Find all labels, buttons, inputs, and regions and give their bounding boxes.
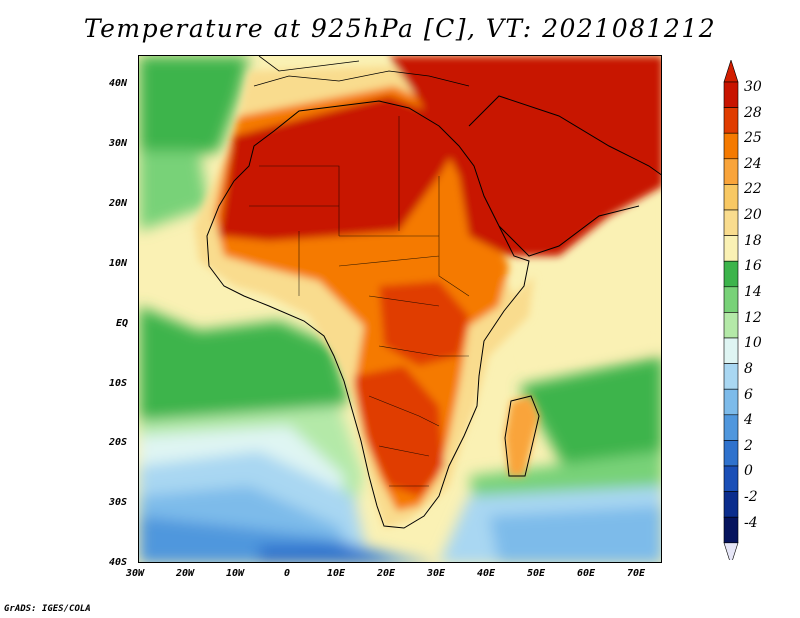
lon-tick-label: 0	[284, 568, 291, 579]
temperature-map	[138, 55, 662, 563]
colorbar-label: 12	[744, 310, 762, 326]
lat-tick-label: 40S	[109, 557, 128, 568]
colorbar-label: 22	[744, 181, 762, 197]
colorbar-swatch	[723, 286, 739, 313]
colorbar-label: 6	[744, 387, 753, 403]
colorbar-swatch	[723, 440, 739, 467]
middle-east-hot-core	[389, 56, 661, 256]
colorbar-swatch	[723, 465, 739, 492]
chart-title: Temperature at 925hPa [C], VT: 202108121…	[83, 14, 717, 43]
colorbar-swatch	[723, 107, 739, 134]
lat-tick-label: 20S	[109, 437, 128, 448]
colorbar-swatch	[723, 516, 739, 544]
colorbar-label: 4	[744, 412, 753, 428]
lat-tick-label: EQ	[116, 318, 129, 329]
madagascar-warm	[505, 396, 539, 476]
colorbar-swatch	[723, 81, 739, 108]
colorbar-swatch	[723, 235, 739, 262]
colorbar-bottom-arrow	[723, 542, 739, 560]
colorbar-swatch	[723, 132, 739, 160]
indian-ocean-green	[519, 356, 661, 476]
colorbar-top-arrow	[723, 60, 739, 83]
lat-tick-label: 30N	[109, 138, 128, 149]
colorbar-swatch	[723, 260, 739, 288]
lon-tick-label: 10E	[327, 568, 346, 579]
colorbar-label: 30	[744, 79, 762, 95]
colorbar-label: 0	[744, 463, 753, 479]
colorbar-label: 2	[744, 438, 753, 454]
gulf-guinea-green	[139, 306, 349, 431]
lat-tick-label: 40N	[109, 78, 128, 89]
colorbar-label: 16	[744, 258, 762, 274]
arabia-coastline	[468, 95, 661, 257]
colorbar-label: 20	[744, 207, 762, 223]
indian-ocean-pale	[489, 506, 661, 562]
sahara-hot-core	[219, 96, 469, 241]
colorbar-label: 14	[744, 284, 762, 300]
lat-tick-label: 30S	[109, 497, 128, 508]
lat-tick-label: 10S	[109, 378, 128, 389]
lon-tick-label: 40E	[477, 568, 496, 579]
lon-tick-label: 30W	[126, 568, 145, 579]
mediterranean-coastline	[253, 56, 470, 87]
colorbar-label: 10	[744, 335, 762, 351]
colorbar-swatch	[723, 184, 739, 211]
colorbar-swatch	[723, 491, 739, 518]
colorbar-label: 24	[744, 156, 762, 172]
colorbar-label: 28	[744, 105, 762, 121]
lat-tick-label: 10N	[109, 258, 128, 269]
north-atlantic-green	[139, 56, 249, 166]
colorbar-label: 25	[744, 130, 762, 146]
lat-tick-label: 20N	[109, 198, 128, 209]
africa-coastline	[206, 100, 530, 529]
colorbar-label: -2	[744, 489, 758, 505]
colorbar-swatch	[723, 312, 739, 339]
map-canvas	[139, 56, 661, 562]
southern-ocean-deep	[259, 544, 393, 562]
atlantic-light-green	[139, 151, 209, 231]
colorbar-swatch	[723, 337, 739, 364]
central-africa-orange	[379, 281, 469, 366]
colorbar-label: 8	[744, 361, 753, 377]
colorbar-swatch	[723, 209, 739, 236]
colorbar-swatch	[723, 363, 739, 390]
lon-tick-label: 50E	[527, 568, 546, 579]
lon-tick-label: 60E	[577, 568, 596, 579]
lon-tick-label: 20E	[377, 568, 396, 579]
colorbar-swatch	[723, 158, 739, 185]
colorbar	[723, 60, 739, 560]
colorbar-swatch	[723, 414, 739, 441]
lon-tick-label: 10W	[226, 568, 245, 579]
country-borders	[249, 116, 470, 487]
colorbar-swatch	[723, 388, 739, 416]
lon-tick-label: 20W	[176, 568, 195, 579]
southern-africa-red	[354, 366, 444, 496]
lon-tick-label: 70E	[627, 568, 646, 579]
madagascar-coastline	[504, 395, 540, 477]
colorbar-label: 18	[744, 233, 762, 249]
lon-tick-label: 30E	[427, 568, 446, 579]
credit-footer: GrADS: IGES/COLA	[4, 604, 91, 614]
colorbar-label: -4	[744, 515, 758, 531]
